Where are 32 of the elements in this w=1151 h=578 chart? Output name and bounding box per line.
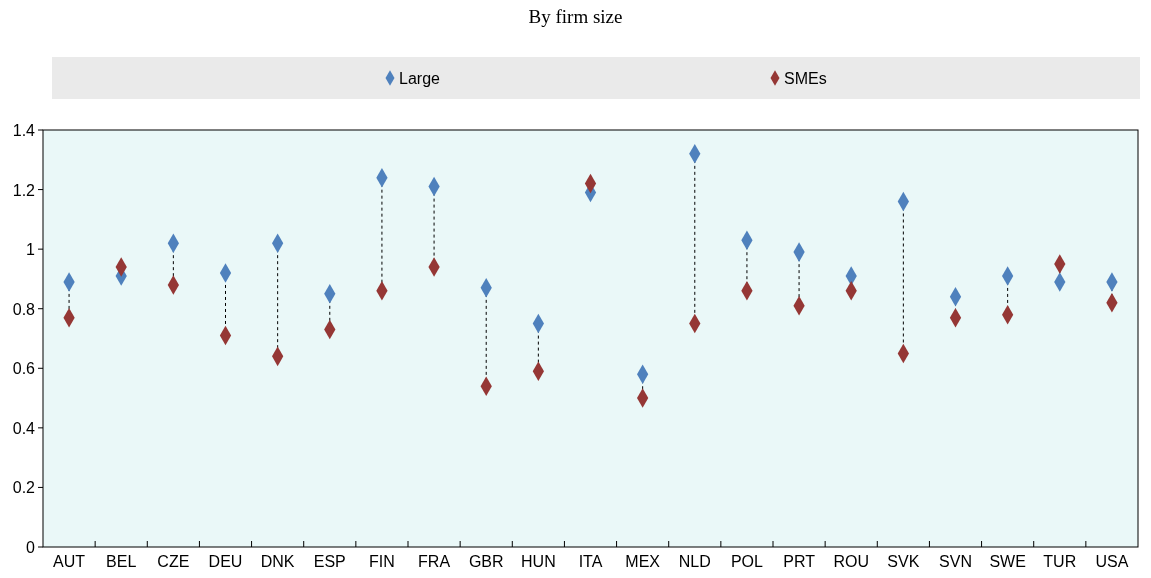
x-tick-label: ESP <box>313 553 346 570</box>
x-tick-label: FIN <box>369 553 395 570</box>
x-tick-label: SVK <box>887 553 920 570</box>
x-tick-label: SWE <box>989 553 1026 570</box>
x-tick-label: DEU <box>208 553 243 570</box>
x-tick-label: HUN <box>521 553 556 570</box>
legend-label: Large <box>399 70 441 87</box>
x-tick-label: ITA <box>578 553 603 570</box>
x-tick-label: SVN <box>939 553 972 570</box>
y-tick-label: 0.2 <box>12 479 36 497</box>
y-tick-label: 1.2 <box>12 181 36 199</box>
x-tick-label: AUT <box>53 553 86 570</box>
chart-title: By firm size <box>528 6 623 27</box>
y-tick-label: 0 <box>26 539 36 556</box>
y-tick-label: 0.4 <box>12 419 36 437</box>
x-tick-label: USA <box>1095 553 1129 570</box>
y-tick-label: 0.6 <box>12 360 36 378</box>
x-tick-label: PRT <box>783 553 816 570</box>
x-tick-label: POL <box>730 553 764 570</box>
y-tick-label: 0.8 <box>12 300 36 318</box>
x-tick-label: NLD <box>678 553 711 570</box>
x-tick-label: TUR <box>1043 553 1077 570</box>
y-tick-label: 1.4 <box>12 122 36 139</box>
y-tick-label: 1 <box>26 241 36 259</box>
x-tick-label: FRA <box>418 553 451 570</box>
x-tick-label: DNK <box>260 553 295 570</box>
x-tick-label: ROU <box>833 553 869 570</box>
legend-label: SMEs <box>784 70 827 87</box>
x-tick-label: MEX <box>625 553 661 570</box>
x-tick-label: CZE <box>157 553 190 570</box>
x-tick-label: BEL <box>106 553 137 570</box>
x-tick-label: GBR <box>468 553 504 570</box>
